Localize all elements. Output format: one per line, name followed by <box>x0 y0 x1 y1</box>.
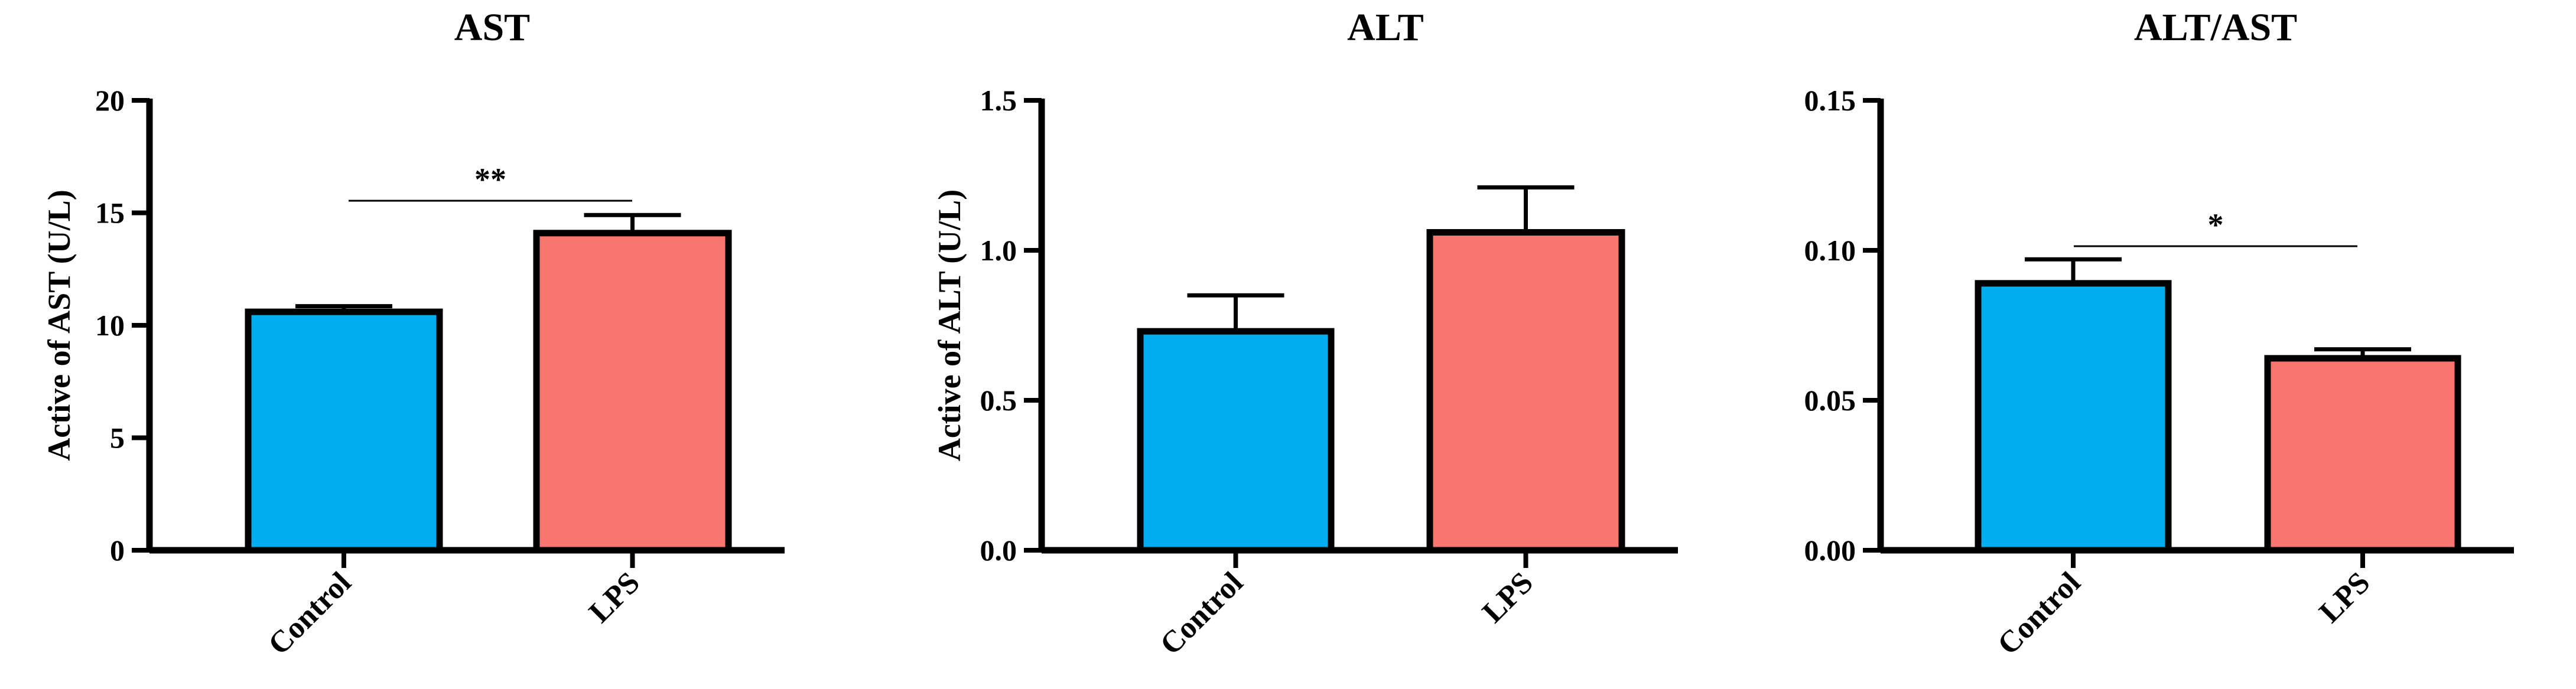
chart-panel-3: ALT/AST 0.00 0.05 0.10 0.15 Control LPS * <box>1804 6 2514 661</box>
y-tick-label: 0.0 <box>980 534 1017 567</box>
x-tick-label-control: Control <box>1991 566 2087 661</box>
y-axis-label: Active of ALT (U/L) <box>932 190 967 462</box>
y-axis-label: Active of AST (U/L) <box>41 190 77 461</box>
x-tick-label-lps: LPS <box>583 566 646 629</box>
y-tick-label: 1.0 <box>980 234 1017 267</box>
y-tick-label: 0.00 <box>1804 534 1856 567</box>
y-tick-label: 0.5 <box>980 384 1017 417</box>
x-tick-label-control: Control <box>262 566 357 661</box>
bar-lps <box>2264 355 2461 554</box>
significance-label: ** <box>474 162 506 197</box>
chart-title: ALT <box>1347 6 1424 49</box>
bar-control <box>245 308 443 554</box>
y-tick-label: 5 <box>110 422 125 455</box>
x-tick-label-lps: LPS <box>2313 566 2377 629</box>
x-tick-label-lps: LPS <box>1476 566 1540 629</box>
bar-lps <box>1426 229 1625 554</box>
y-tick-label: 1.5 <box>980 84 1017 117</box>
chart-title: ALT/AST <box>2134 6 2297 49</box>
bar-control <box>1137 328 1335 554</box>
bar-lps <box>533 230 732 554</box>
y-tick-label: 0 <box>110 534 125 567</box>
y-tick-label: 20 <box>95 84 125 117</box>
y-tick-label: 10 <box>95 309 125 342</box>
y-tick-label: 15 <box>95 197 125 230</box>
y-tick-label: 0.10 <box>1804 234 1856 267</box>
chart-panel-1: AST Active of AST (U/L) 0 5 10 15 20 Control LPS… <box>41 6 785 661</box>
chart-title: AST <box>454 6 530 49</box>
significance-label: * <box>2208 207 2224 243</box>
x-tick-label-control: Control <box>1154 566 1250 661</box>
y-tick-label: 0.05 <box>1804 384 1856 417</box>
chart-panel-2: ALT Active of ALT (U/L) 0.0 0.5 1.0 1.5 Contro… <box>932 6 1678 661</box>
bar-control <box>1975 280 2172 554</box>
y-tick-label: 0.15 <box>1804 84 1856 117</box>
